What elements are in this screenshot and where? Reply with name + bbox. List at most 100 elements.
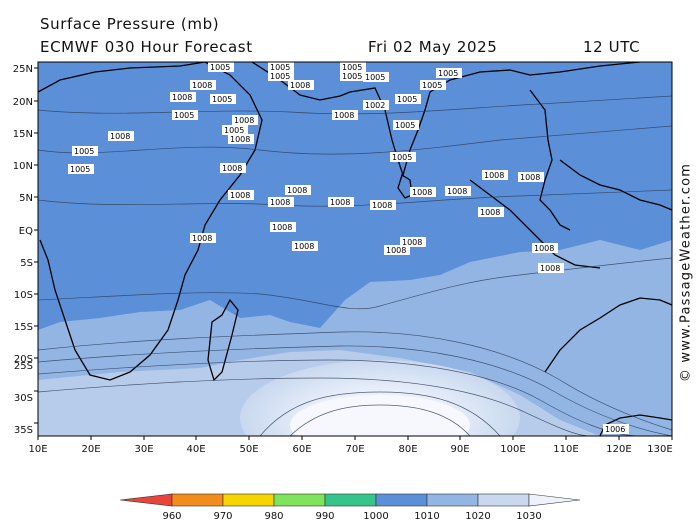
pressure-label: 1008 [370, 200, 396, 210]
colorbar-tick: 980 [264, 511, 283, 522]
pressure-label: 1008 [445, 186, 471, 196]
pressure-label: 1008 [190, 80, 216, 90]
pressure-label: 1008 [170, 92, 196, 102]
pressure-label: 1008 [328, 197, 354, 207]
svg-text:1005: 1005 [224, 126, 244, 135]
lon-label: 20E [81, 444, 100, 455]
svg-text:1008: 1008 [402, 238, 422, 247]
svg-text:1008: 1008 [230, 135, 250, 144]
svg-text:1005: 1005 [210, 63, 230, 72]
svg-text:1008: 1008 [412, 188, 432, 197]
lon-label: 80E [398, 444, 417, 455]
pressure-label: 1005 [340, 62, 366, 72]
svg-text:1008: 1008 [192, 234, 212, 243]
pressure-label: 1005 [363, 72, 389, 82]
pressure-label: 1005 [210, 94, 236, 104]
svg-text:1008: 1008 [272, 223, 292, 232]
pressure-label: 1008 [332, 110, 358, 120]
svg-text:1008: 1008 [534, 244, 554, 253]
credit-text: © www.PassageWeather.com [678, 162, 694, 383]
pressure-label: 1008 [482, 170, 508, 180]
svg-text:1002: 1002 [365, 101, 385, 110]
pressure-label: 1008 [220, 163, 246, 173]
colorbar-swatch [273, 493, 326, 507]
map-title: Surface Pressure (mb) [40, 15, 220, 33]
coastlines [38, 62, 672, 436]
lon-label: 110E [553, 444, 578, 455]
pressure-label: 1008 [384, 245, 410, 255]
svg-text:1008: 1008 [230, 191, 250, 200]
pressure-label: 1008 [410, 187, 436, 197]
svg-text:1005: 1005 [342, 72, 362, 81]
colorbar-tick: 970 [213, 511, 232, 522]
pressure-label: 1005 [222, 125, 248, 135]
pressure-label: 1008 [288, 80, 314, 90]
svg-text:1008: 1008 [372, 201, 392, 210]
lat-label: 5S [20, 258, 33, 269]
svg-text:1008: 1008 [287, 186, 307, 195]
pressure-label: 1008 [232, 115, 258, 125]
credit-watermark: © www.PassageWeather.com [676, 150, 698, 400]
pressure-label: 1008 [518, 172, 544, 182]
colorbar-swatch [324, 493, 377, 507]
map-field: 1005 1005 1005 1008 1005 1005 1008 1005 … [38, 62, 672, 436]
colorbar-swatch [426, 493, 479, 507]
lat-label: 15S [14, 322, 33, 333]
pressure-label: 1005 [68, 164, 94, 174]
pressure-label: 1005 [340, 71, 366, 81]
pressure-label: 1006 [603, 424, 629, 434]
svg-text:1005: 1005 [392, 153, 412, 162]
colorbar-tick: 1010 [414, 511, 439, 522]
svg-text:1008: 1008 [520, 173, 540, 182]
svg-text:1008: 1008 [386, 246, 406, 255]
svg-text:1005: 1005 [395, 121, 415, 130]
pressure-label: 1005 [268, 71, 294, 81]
lon-label: 100E [500, 444, 525, 455]
colorbar-swatch [119, 493, 173, 507]
longitude-axis: 10E 20E 30E 40E 50E 60E 70E 80E 90E 100E… [28, 436, 673, 455]
svg-text:1005: 1005 [342, 63, 362, 72]
svg-text:1008: 1008 [540, 264, 560, 273]
lon-label: 120E [606, 444, 631, 455]
pressure-label: 1005 [393, 120, 419, 130]
lon-label: 40E [186, 444, 205, 455]
lat-label: 10N [13, 161, 33, 172]
pressure-label: 1008 [228, 134, 254, 144]
colorbar-swatch [171, 493, 224, 507]
svg-text:1005: 1005 [270, 72, 290, 81]
svg-text:1005: 1005 [174, 111, 194, 120]
colorbar: 960 970 980 990 1000 1010 1020 1030 [119, 493, 581, 522]
lat-label: 10S [14, 290, 33, 301]
svg-text:1005: 1005 [70, 165, 90, 174]
lat-label: 5N [19, 193, 33, 204]
lon-label: 60E [292, 444, 311, 455]
colorbar-tick: 1030 [516, 511, 541, 522]
pressure-label: 1005 [395, 94, 421, 104]
svg-text:1008: 1008 [270, 198, 290, 207]
pressure-label: 1005 [390, 152, 416, 162]
colorbar-tick: 1020 [465, 511, 490, 522]
svg-text:1005: 1005 [422, 81, 442, 90]
svg-text:1008: 1008 [294, 242, 314, 251]
svg-text:1008: 1008 [447, 187, 467, 196]
lon-label: 30E [134, 444, 153, 455]
svg-text:1005: 1005 [212, 95, 232, 104]
pressure-label: 1008 [270, 222, 296, 232]
lat-label: EQ [19, 226, 33, 237]
svg-text:1008: 1008 [192, 81, 212, 90]
svg-text:1008: 1008 [234, 116, 254, 125]
svg-text:1008: 1008 [334, 111, 354, 120]
lon-label: 90E [450, 444, 469, 455]
pressure-label: 1008 [532, 243, 558, 253]
pressure-label: 1008 [108, 131, 134, 141]
pressure-label: 1008 [228, 190, 254, 200]
pressure-label: 1005 [268, 62, 294, 72]
pressure-label: 1008 [478, 207, 504, 217]
svg-text:1008: 1008 [330, 198, 350, 207]
colorbar-tick: 1000 [363, 511, 388, 522]
pressure-label: 1008 [292, 241, 318, 251]
isobars [38, 95, 672, 436]
lat-label: 15N [13, 129, 33, 140]
svg-text:1008: 1008 [480, 208, 500, 217]
